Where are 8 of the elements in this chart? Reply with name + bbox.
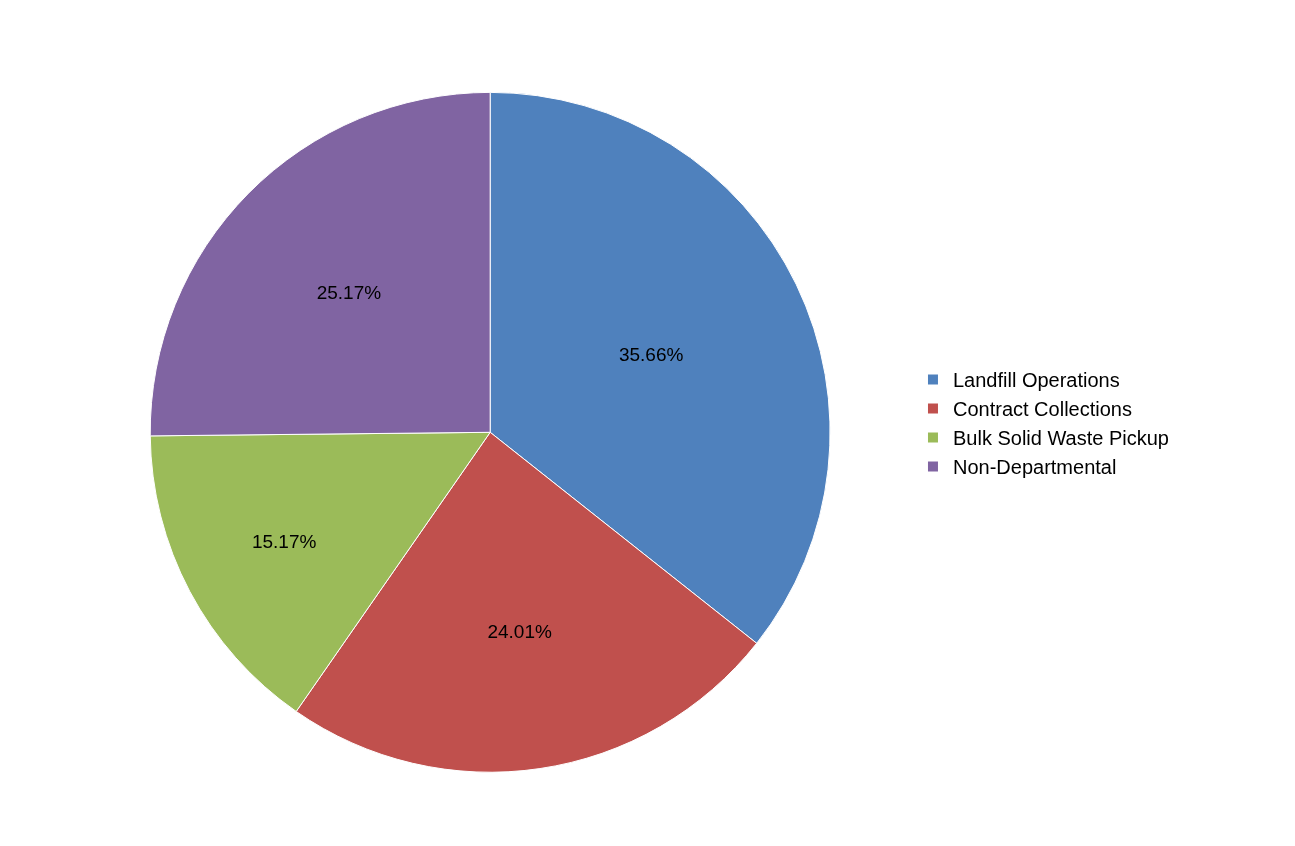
data-label: 25.17% [316,282,382,304]
data-label: 15.17% [251,530,317,552]
data-label: 24.01% [487,621,552,643]
legend-label: Non-Departmental [952,456,1117,479]
legend-label: Contract Collections [952,398,1132,421]
legend-label: Bulk Solid Waste Pickup [952,427,1169,450]
data-label: 35.66% [618,343,684,365]
legend-label: Landfill Operations [952,369,1120,392]
